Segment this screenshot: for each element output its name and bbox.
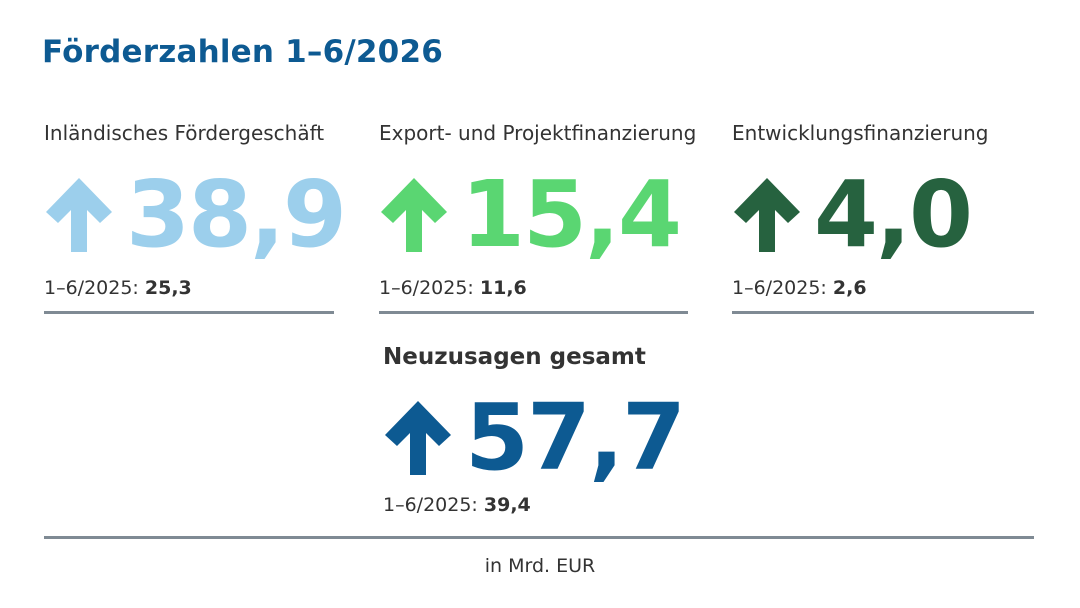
unit-note: in Mrd. EUR xyxy=(484,555,596,577)
divider xyxy=(379,311,688,314)
arrow-up-icon xyxy=(381,178,447,252)
kpi-label: Export- und Projektfinanzierung xyxy=(379,121,697,145)
divider xyxy=(44,311,334,314)
kpi-value-row: 38,9 xyxy=(44,161,347,268)
previous-value: 2,6 xyxy=(832,277,867,299)
divider xyxy=(732,311,1034,314)
kpi-value: 38,9 xyxy=(126,161,347,268)
previous-value: 11,6 xyxy=(479,277,527,299)
arrow-up-icon xyxy=(734,178,800,252)
kpi-value-row: 15,4 xyxy=(379,161,682,268)
kpi-value: 57,7 xyxy=(465,384,686,491)
kpi-value: 15,4 xyxy=(461,161,682,268)
previous-value: 39,4 xyxy=(483,494,531,516)
chart-title: Förderzahlen 1–6/2026 xyxy=(42,34,443,70)
kpi-label: Entwicklungsfinanzierung xyxy=(732,121,989,145)
kpi-previous: 1–6/2025: 2,6 xyxy=(732,277,867,299)
previous-label: 1–6/2025: xyxy=(379,277,474,299)
arrow-up-icon xyxy=(385,401,451,475)
previous-value: 25,3 xyxy=(144,277,192,299)
previous-label: 1–6/2025: xyxy=(44,277,139,299)
kpi-label: Neuzusagen gesamt xyxy=(383,344,646,370)
bottom-divider xyxy=(44,536,1034,539)
kpi-value-row: 4,0 xyxy=(732,161,973,268)
arrow-up-icon xyxy=(46,178,112,252)
kpi-previous: 1–6/2025: 39,4 xyxy=(383,494,531,516)
kpi-label: Inländisches Fördergeschäft xyxy=(44,121,325,145)
kpi-previous: 1–6/2025: 25,3 xyxy=(44,277,192,299)
kpi-value-row: 57,7 xyxy=(383,384,686,491)
previous-label: 1–6/2025: xyxy=(383,494,478,516)
kpi-previous: 1–6/2025: 11,6 xyxy=(379,277,527,299)
previous-label: 1–6/2025: xyxy=(732,277,827,299)
kpi-value: 4,0 xyxy=(814,161,973,268)
